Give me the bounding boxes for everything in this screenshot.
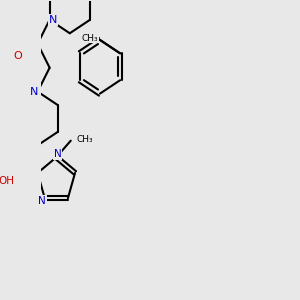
Text: N: N <box>54 149 61 159</box>
Text: N: N <box>30 87 38 97</box>
Text: OH: OH <box>0 176 14 186</box>
Text: CH₃: CH₃ <box>76 135 93 144</box>
Text: N: N <box>38 196 46 206</box>
Text: O: O <box>13 50 22 61</box>
Text: N: N <box>49 15 57 25</box>
Text: CH₃: CH₃ <box>82 34 98 43</box>
